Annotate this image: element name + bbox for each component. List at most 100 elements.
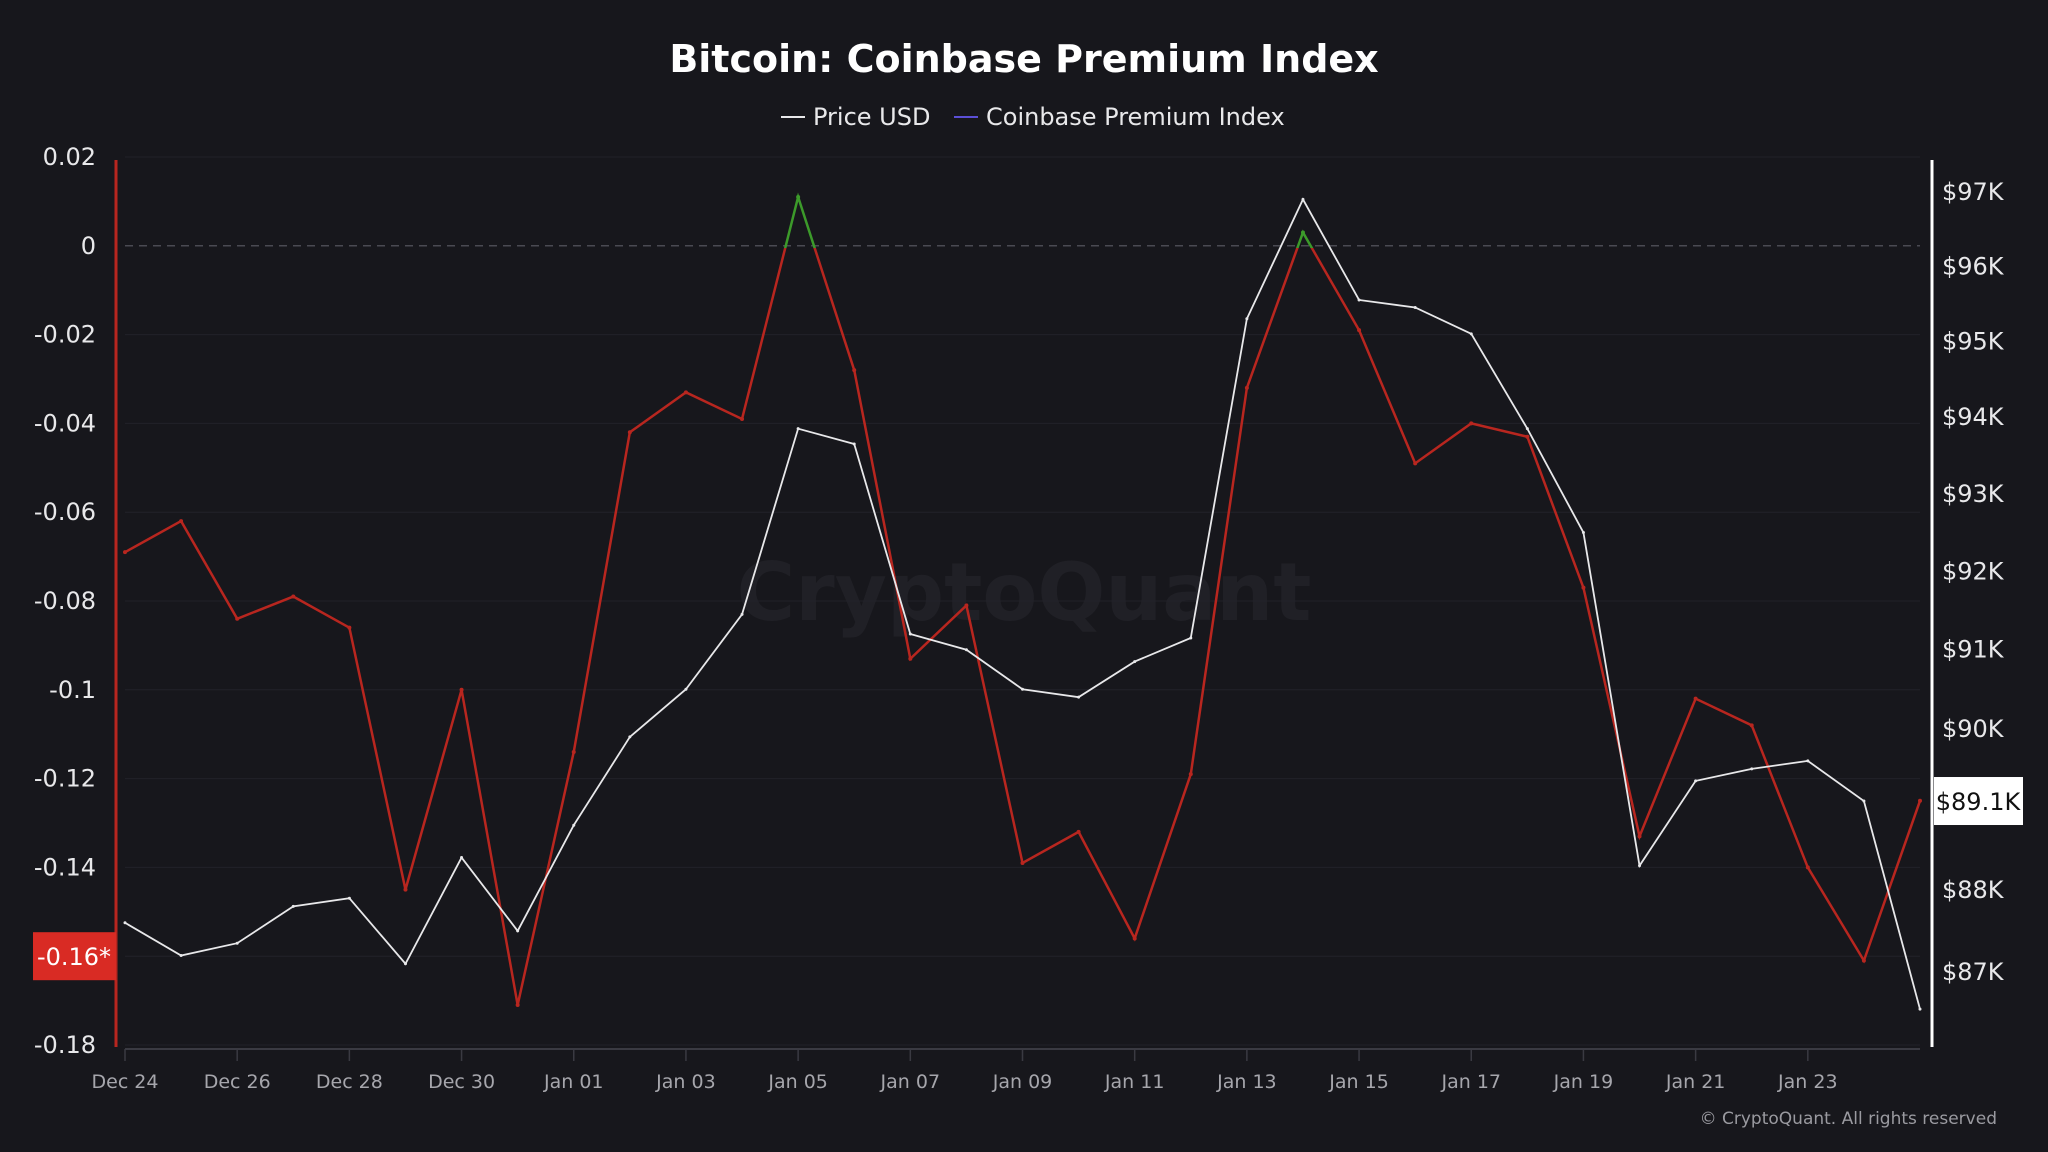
price-point (1357, 298, 1361, 302)
premium-point (627, 430, 632, 435)
premium-point (403, 887, 408, 892)
x-tick-label: Dec 28 (316, 1071, 383, 1093)
right-tick-label: $93K (1942, 480, 2005, 508)
premium-point (1469, 421, 1474, 426)
premium-point (852, 368, 857, 373)
price-point (1862, 799, 1866, 803)
left-tick-label: -0.18 (34, 1031, 96, 1059)
price-point (123, 921, 127, 925)
price-point (796, 427, 800, 431)
premium-point (571, 749, 576, 754)
x-tick-label: Jan 09 (992, 1071, 1053, 1093)
right-tick-label: $91K (1942, 636, 2005, 664)
legend-price-label[interactable]: Price USD (813, 103, 930, 131)
price-point (291, 904, 295, 908)
right-tick-label: $95K (1942, 327, 2005, 355)
price-point (347, 896, 351, 900)
premium-point (1188, 772, 1193, 777)
legend-premium-label[interactable]: Coinbase Premium Index (986, 103, 1285, 131)
current-price-badge (1934, 777, 2023, 826)
premium-point (1076, 829, 1081, 834)
premium-point (515, 1003, 520, 1008)
right-tick-label: $97K (1942, 178, 2005, 206)
left-tick-label: 0.02 (43, 143, 96, 171)
price-point (1133, 660, 1137, 664)
premium-point (1413, 461, 1418, 466)
price-point (1581, 531, 1585, 535)
right-tick-label: $87K (1942, 958, 2005, 986)
price-point (1469, 332, 1473, 336)
left-tick-label: -0.12 (34, 765, 96, 793)
premium-point (683, 390, 688, 395)
right-tick-label: $94K (1942, 403, 2005, 431)
premium-point (1132, 936, 1137, 941)
x-tick-label: Jan 23 (1777, 1071, 1838, 1093)
premium-point (291, 594, 296, 599)
x-tick-label: Jan 05 (767, 1071, 828, 1093)
x-tick-label: Jan 21 (1665, 1071, 1726, 1093)
x-tick-label: Jan 13 (1216, 1071, 1277, 1093)
price-point (852, 442, 856, 446)
premium-point (1357, 328, 1362, 333)
x-tick-label: Jan 11 (1104, 1071, 1165, 1093)
premium-point (1300, 230, 1305, 235)
premium-point (1805, 865, 1810, 870)
current-premium-label: -0.16* (37, 943, 111, 971)
price-point (1301, 197, 1305, 201)
price-point (1638, 864, 1642, 868)
x-tick-label: Dec 26 (204, 1071, 271, 1093)
price-point (1021, 687, 1024, 691)
watermark: CryptoQuant (737, 546, 1312, 639)
price-point (1077, 695, 1081, 699)
premium-point (235, 616, 240, 621)
price-point (179, 954, 183, 958)
left-tick-label: -0.1 (49, 676, 96, 704)
price-point (964, 648, 968, 652)
price-point (235, 941, 239, 945)
price-point (1694, 779, 1698, 783)
right-tick-label: $92K (1942, 557, 2005, 585)
current-price-label: $89.1K (1936, 788, 2022, 816)
price-point (572, 823, 576, 827)
price-point (460, 856, 464, 860)
premium-point (1637, 834, 1642, 839)
x-tick-label: Jan 19 (1553, 1071, 1614, 1093)
premium-point (796, 194, 801, 199)
copyright: © CryptoQuant. All rights reserved (1700, 1109, 1997, 1129)
x-tick-label: Jan 17 (1440, 1071, 1501, 1093)
price-point (403, 962, 407, 966)
left-tick-label: 0 (81, 232, 96, 260)
left-tick-label: -0.02 (34, 321, 96, 349)
premium-point (123, 550, 127, 555)
x-tick-label: Jan 15 (1328, 1071, 1389, 1093)
left-tick-label: -0.04 (34, 409, 96, 437)
premium-point (1581, 585, 1586, 590)
price-point (740, 612, 744, 616)
x-tick-label: Dec 24 (92, 1071, 159, 1093)
price-point (628, 735, 632, 739)
price-point (1525, 427, 1529, 431)
x-tick-label: Jan 07 (880, 1071, 941, 1093)
price-point (1750, 767, 1754, 771)
premium-point (179, 519, 184, 524)
premium-point (1749, 723, 1754, 728)
premium-point (347, 625, 352, 630)
premium-point (1525, 434, 1530, 439)
x-tick-label: Jan 01 (543, 1071, 604, 1093)
price-point (1806, 759, 1810, 763)
price-point (684, 687, 688, 691)
right-tick-label: $96K (1942, 252, 2005, 280)
price-point (1189, 636, 1193, 640)
premium-point (908, 656, 913, 661)
premium-point (1020, 860, 1025, 865)
right-tick-label: $90K (1942, 715, 2005, 743)
price-point (1918, 1007, 1922, 1011)
price-point (1413, 305, 1417, 309)
current-premium-badge (33, 932, 116, 981)
premium-point (1693, 696, 1698, 701)
premium-point (964, 603, 969, 608)
chart-title: Bitcoin: Coinbase Premium Index (669, 37, 1378, 81)
price-point (516, 929, 520, 933)
premium-point (1244, 385, 1249, 390)
